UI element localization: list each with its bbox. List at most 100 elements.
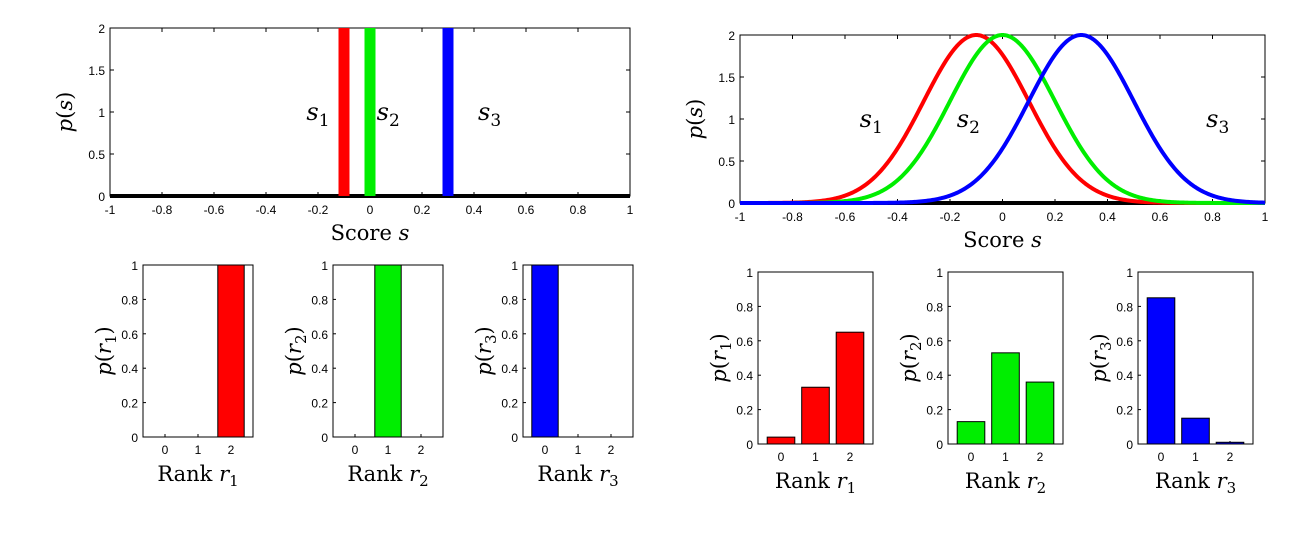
bar-2 (835, 331, 865, 445)
x-tick-label: 0.2 (1047, 210, 1064, 224)
y-tick-label: 0.4 (501, 362, 518, 376)
y-tick-label: 0.2 (1116, 404, 1133, 418)
rank-r2-chart: 0 0.2 0.4 0.6 0.8 1 0 1 2 Rank r2 p(r2) (897, 266, 1064, 497)
bar-2 (1025, 381, 1055, 445)
x-tick-label: -1 (105, 203, 116, 217)
annotation-s3: s3 (478, 98, 501, 131)
y-tick-label: 0 (131, 431, 138, 445)
rank-r1-chart: 0 0.2 0.4 0.6 0.8 1 0 1 2 Rank r1 p(r1) (707, 266, 874, 497)
y-tick-label: 1 (321, 259, 328, 273)
x-tick-label: 2 (847, 450, 854, 464)
y-tick-label: 0.2 (311, 397, 328, 411)
y-tick-label: 0.2 (501, 397, 518, 411)
y-tick-label: 0 (746, 438, 753, 452)
annotation-s2: s2 (957, 105, 980, 138)
y-tick-label: 0 (1126, 438, 1133, 452)
x-tick-label: -0.2 (940, 210, 961, 224)
x-tick-label: 2 (1227, 450, 1234, 464)
bar-1 (801, 386, 830, 445)
bar-2 (217, 264, 245, 438)
y-tick-label: 0.2 (926, 404, 943, 418)
y-axis-label: p(r3) (1087, 333, 1115, 382)
x-tick-label: -0.6 (204, 203, 225, 217)
y-tick-label: 1.5 (718, 71, 735, 85)
bar-0 (531, 264, 559, 438)
rank-r3-chart: 0 0.2 0.4 0.6 0.8 1 0 1 2 Rank r3 p(r3) (1087, 266, 1254, 497)
y-tick-label: 2 (98, 22, 105, 36)
series-1-spike (338, 28, 350, 196)
x-tick-label: 1 (812, 450, 819, 464)
x-tick-label: -0.2 (308, 203, 329, 217)
y-tick-label: 1 (511, 259, 518, 273)
y-tick-label: 0.8 (1116, 300, 1133, 314)
x-axis-label: Score s (963, 228, 1042, 252)
score-right-chart: -1 -0.8 -0.6 -0.4 -0.2 0 0.2 0.4 0.6 0.8 1 0 0.5 1 1.5… (683, 29, 1269, 252)
y-tick-label: 0.6 (926, 335, 943, 349)
annotation-s1: s1 (860, 105, 883, 138)
bar-0 (766, 436, 796, 445)
x-tick-label: 0.2 (414, 203, 431, 217)
x-axis-label: Rank r1 (775, 469, 856, 497)
y-tick-label: 0 (728, 197, 735, 211)
x-tick-label: -1 (735, 210, 746, 224)
y-tick-label: 0.4 (121, 362, 138, 376)
y-axis-label: p(r2) (897, 333, 925, 382)
x-tick-label: 0 (968, 450, 975, 464)
x-tick-label: 0.4 (1099, 210, 1116, 224)
rank-l3-chart: 0 0.2 0.4 0.6 0.8 1 0 1 2 Rank r3 p(r3) (472, 259, 634, 490)
x-tick-label: 2 (418, 443, 425, 457)
bar-0 (1146, 297, 1176, 445)
x-tick-label: 0.8 (570, 203, 587, 217)
x-tick-label: -0.8 (152, 203, 173, 217)
x-axis-label: Rank r2 (347, 462, 428, 490)
y-tick-label: 0.6 (121, 328, 138, 342)
y-tick-label: 0.5 (88, 148, 105, 162)
y-tick-label: 1 (131, 259, 138, 273)
y-axis-label: p(r1) (92, 326, 120, 375)
y-tick-label: 0.2 (736, 404, 753, 418)
y-tick-label: 0.8 (501, 293, 518, 307)
x-tick-label: 1 (627, 203, 634, 217)
x-tick-label: 0 (1158, 450, 1165, 464)
y-tick-label: 0 (511, 431, 518, 445)
x-tick-label: 0 (367, 203, 374, 217)
x-axis-label: Rank r3 (537, 462, 618, 490)
x-axis-label: Rank r3 (1155, 469, 1236, 497)
rank-l1-chart: 0 0.2 0.4 0.6 0.8 1 0 1 2 Rank r1 p(r1) (92, 259, 254, 490)
y-axis-label: p(r3) (472, 326, 500, 375)
annotation-s1: s1 (306, 98, 329, 131)
y-tick-label: 1 (746, 266, 753, 280)
y-tick-label: 1 (1126, 266, 1133, 280)
y-axis-label: p(r2) (282, 326, 310, 375)
x-tick-label: 2 (228, 443, 235, 457)
y-axis-label: p(s) (683, 99, 707, 140)
y-tick-label: 0.8 (311, 293, 328, 307)
x-tick-label: 1 (195, 443, 202, 457)
x-tick-label: -0.8 (782, 210, 803, 224)
annotation-s2: s2 (377, 98, 400, 131)
y-tick-label: 0.8 (121, 293, 138, 307)
rank-l2-chart: 0 0.2 0.4 0.6 0.8 1 0 1 2 Rank r2 p(r2) (282, 259, 444, 490)
bar-0 (956, 421, 986, 445)
score-left-chart: -1 -0.8 -0.6 -0.4 -0.2 0 0.2 0.4 0.6 0.8 1 0 0.5 1 1.5… (53, 22, 634, 245)
y-tick-label: 1 (936, 266, 943, 280)
x-tick-label: 0.4 (466, 203, 483, 217)
x-tick-label: 1 (575, 443, 582, 457)
x-tick-label: -0.6 (835, 210, 856, 224)
x-tick-label: 0 (999, 210, 1006, 224)
y-tick-label: 1 (98, 106, 105, 120)
y-tick-label: 0.6 (1116, 335, 1133, 349)
x-tick-label: -0.4 (887, 210, 908, 224)
y-tick-label: 0 (321, 431, 328, 445)
bar-1 (1181, 417, 1210, 445)
x-tick-label: 0.8 (1204, 210, 1221, 224)
y-tick-label: 1 (728, 113, 735, 127)
annotation-s3: s3 (1206, 105, 1229, 138)
x-tick-label: 0 (352, 443, 359, 457)
x-tick-label: 1 (385, 443, 392, 457)
bar-1 (991, 352, 1020, 445)
y-tick-label: 0.6 (736, 335, 753, 349)
x-tick-label: 0 (778, 450, 785, 464)
series-3-curve (739, 33, 1266, 205)
